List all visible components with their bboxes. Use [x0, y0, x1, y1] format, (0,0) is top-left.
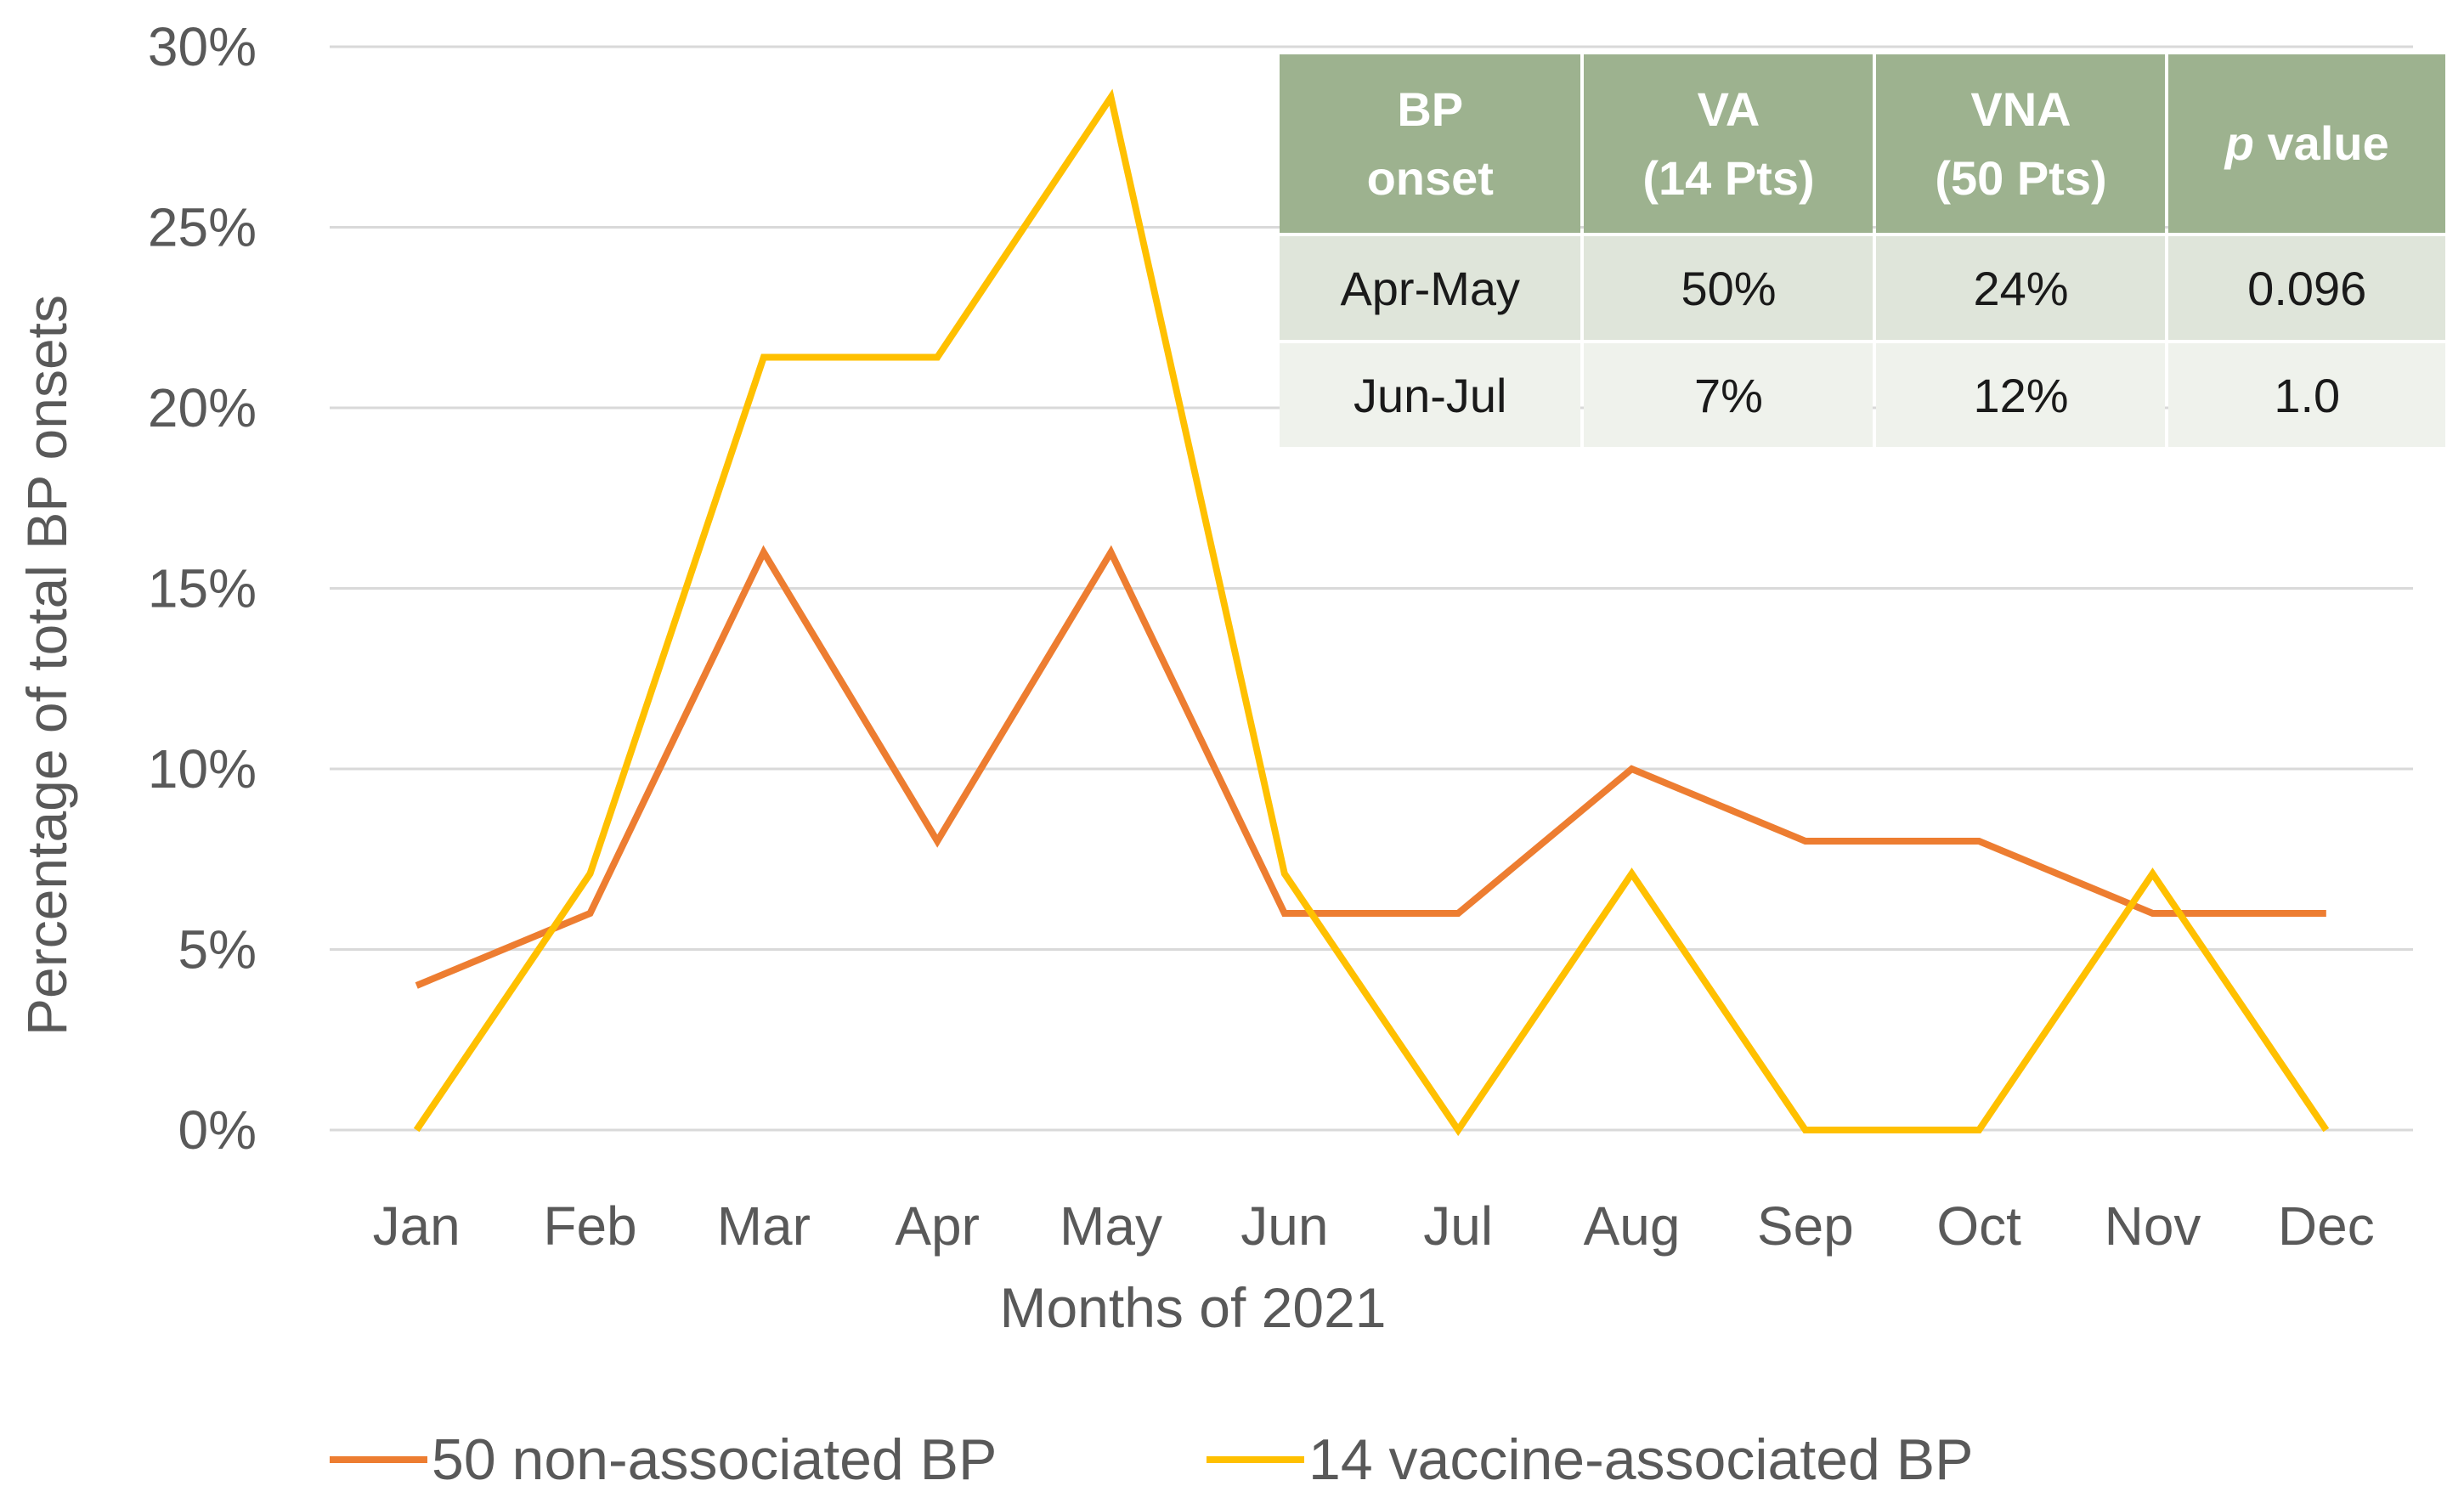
header-line1: BP [1397, 82, 1464, 136]
header-vna: VNA (50 Pts) [1876, 54, 2166, 233]
header-line1: value [2253, 116, 2389, 171]
x-tick-label: Feb [543, 1195, 636, 1257]
x-tick-label: Jun [1240, 1195, 1328, 1257]
x-tick-label: Oct [1936, 1195, 2021, 1257]
table-cell: Jun-Jul [1280, 343, 1581, 447]
table-cell: 1.0 [2168, 343, 2445, 447]
y-tick-label: 5% [178, 919, 257, 980]
x-tick-label: Nov [2105, 1195, 2201, 1257]
header-p-value: p value [2168, 54, 2445, 233]
y-tick-label: 25% [148, 197, 257, 258]
x-axis-ticks: Jan Feb Mar Apr May Jun Jul Aug Sep Oct Nov Dec [373, 1195, 2375, 1257]
table-cell: 7% [1584, 343, 1873, 447]
table-cell: Apr-May [1280, 236, 1581, 340]
series-line-0 [415, 545, 2326, 989]
header-va: VA (14 Pts) [1584, 54, 1873, 233]
x-tick-label: May [1060, 1195, 1162, 1257]
x-tick-label: Mar [717, 1195, 811, 1257]
table-row: Apr-May 50% 24% 0.096 [1280, 236, 2445, 340]
table-cell: 12% [1876, 343, 2166, 447]
header-line2: (14 Pts) [1642, 151, 1815, 205]
header-line1: VA [1697, 82, 1760, 136]
table-cell: 50% [1584, 236, 1873, 340]
y-tick-label: 15% [148, 558, 257, 619]
onset-comparison-table: BP onset VA (14 Pts) VNA (50 Pts) p value A… [1276, 51, 2449, 450]
legend-label: 50 non-associated BP [432, 1427, 997, 1492]
x-tick-label: Apr [895, 1195, 980, 1257]
table-header-row: BP onset VA (14 Pts) VNA (50 Pts) p value [1280, 54, 2445, 233]
y-tick-label: 30% [148, 16, 257, 77]
series-line-1 [413, 88, 2330, 1137]
x-tick-label: Jul [1423, 1195, 1493, 1257]
table-row: Jun-Jul 7% 12% 1.0 [1280, 343, 2445, 447]
legend: 50 non-associated BP 14 vaccine-associate… [330, 1427, 1973, 1492]
x-tick-label: Sep [1757, 1195, 1854, 1257]
header-bp-onset: BP onset [1280, 54, 1581, 233]
header-line1: VNA [1970, 82, 2071, 136]
x-tick-label: Dec [2278, 1195, 2375, 1257]
header-line2: onset [1366, 151, 1494, 205]
table-cell: 0.096 [2168, 236, 2445, 340]
y-axis-title: Percentage of total BP onsets [15, 295, 78, 1036]
x-tick-label: Jan [373, 1195, 461, 1257]
y-tick-label: 10% [148, 738, 257, 800]
y-tick-label: 20% [148, 377, 257, 438]
x-axis-title: Months of 2021 [1000, 1276, 1387, 1339]
legend-label: 14 vaccine-associated BP [1308, 1427, 1973, 1492]
y-tick-label: 0% [178, 1099, 257, 1161]
header-italic: p [2224, 116, 2254, 171]
series-lines [413, 88, 2330, 1137]
x-tick-label: Aug [1584, 1195, 1681, 1257]
table-cell: 24% [1876, 236, 2166, 340]
header-line2: (50 Pts) [1935, 151, 2107, 205]
y-axis-ticks: 0% 5% 10% 15% 20% 25% 30% [148, 16, 257, 1161]
